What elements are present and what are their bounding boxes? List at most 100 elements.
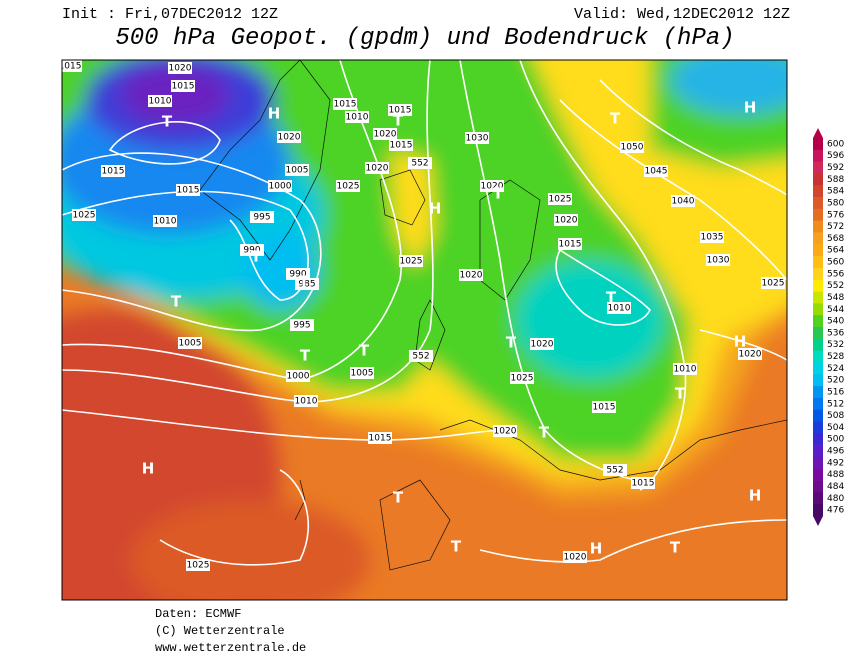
isobar-label: 1020 bbox=[366, 164, 389, 174]
isobar-label-bg bbox=[153, 215, 177, 227]
isobar-label-bg bbox=[558, 238, 582, 250]
isobar-label: 1045 bbox=[645, 167, 668, 177]
colorbar-swatch bbox=[813, 492, 823, 505]
colorbar-label: 484 bbox=[827, 482, 844, 492]
colorbar-swatch bbox=[813, 315, 823, 328]
colorbar-swatch bbox=[813, 303, 823, 316]
isobar-label-bg bbox=[268, 180, 292, 192]
pressure-center: T bbox=[610, 110, 621, 128]
isobar-label: 1025 bbox=[549, 195, 572, 205]
colorbar-swatch bbox=[813, 327, 823, 340]
pressure-center: T bbox=[251, 248, 262, 266]
colorbar-label: 532 bbox=[827, 340, 844, 350]
isobars bbox=[62, 60, 787, 566]
isobar-label-bg bbox=[389, 139, 413, 151]
isobar-label-bg bbox=[761, 277, 785, 289]
isobar-label: 1015 bbox=[593, 403, 616, 413]
valid-time: Valid: Wed,12DEC2012 12Z bbox=[574, 6, 790, 23]
isobar-label: 1020 bbox=[278, 133, 301, 143]
isobar-label: 1015 bbox=[177, 186, 200, 196]
colorbar-cap bbox=[813, 516, 823, 526]
pressure-center: T bbox=[451, 538, 462, 556]
isobar-label: 1030 bbox=[466, 134, 489, 144]
isobar-label-bg bbox=[286, 370, 310, 382]
pressure-center: T bbox=[393, 112, 404, 130]
colorbar-swatch bbox=[813, 468, 823, 481]
colorbar-label: 520 bbox=[827, 376, 844, 386]
isobar-label: 1015 bbox=[172, 82, 195, 92]
pressure-center: T bbox=[299, 273, 310, 291]
colorbar-swatch bbox=[813, 161, 823, 174]
isobar-label: 1010 bbox=[608, 304, 631, 314]
isobar-label: 1020 bbox=[739, 350, 762, 360]
isobar-label: 1025 bbox=[762, 279, 785, 289]
pressure-center: H bbox=[744, 99, 757, 117]
coastlines bbox=[199, 60, 787, 571]
isobar-label-bg bbox=[277, 131, 301, 143]
pressure-center: T bbox=[606, 289, 617, 307]
colorbar-label: 592 bbox=[827, 163, 844, 173]
isobar-label: 1015 bbox=[102, 167, 125, 177]
colorbar-label: 572 bbox=[827, 222, 844, 232]
isobar-label: 1010 bbox=[346, 113, 369, 123]
isobar-label: 552 bbox=[606, 466, 623, 476]
map-labels: 1015 102010151010101510151025101010051000… bbox=[62, 60, 785, 571]
isobar-label-bg bbox=[240, 244, 264, 256]
isobar-label-bg bbox=[178, 337, 202, 349]
map-frame bbox=[61, 59, 788, 601]
colorbar-swatch bbox=[813, 374, 823, 387]
pressure-center: H bbox=[429, 200, 442, 218]
colorbar-swatch bbox=[813, 362, 823, 375]
isobar-label-bg bbox=[530, 338, 554, 350]
isobar-label: 1025 bbox=[337, 182, 360, 192]
colorbar-label: 580 bbox=[827, 198, 844, 208]
isobar-label-bg bbox=[671, 195, 695, 207]
colorbar-swatch bbox=[813, 456, 823, 470]
pressure-center: H bbox=[590, 540, 603, 558]
colorbar-swatch bbox=[813, 149, 823, 162]
isobar-label-bg bbox=[738, 348, 762, 360]
isobar-label: 1015 bbox=[369, 434, 392, 444]
pressure-center: H bbox=[268, 105, 281, 123]
isobar-label-bg bbox=[368, 432, 392, 444]
isobar-label-bg bbox=[62, 60, 82, 72]
colorbar-label: 548 bbox=[827, 293, 844, 303]
isobar-label-bg bbox=[607, 302, 631, 314]
colorbar-swatch bbox=[813, 386, 823, 399]
colorbar-swatch bbox=[813, 256, 823, 269]
isobar-label-bg bbox=[171, 80, 195, 92]
isobar-label-bg bbox=[592, 401, 616, 413]
isobar-label-bg bbox=[333, 98, 357, 110]
isobar-label-bg bbox=[399, 255, 423, 267]
colorbar-swatch bbox=[813, 197, 823, 210]
isobar-label-bg bbox=[350, 367, 374, 379]
colorbar-swatch bbox=[813, 480, 823, 493]
isobar-label: 1025 bbox=[73, 211, 96, 221]
isobar-label-bg bbox=[409, 350, 433, 362]
isobar-label-bg bbox=[294, 395, 318, 407]
pressure-center: T bbox=[359, 342, 370, 360]
isobar-label: 990 bbox=[243, 246, 260, 256]
isobar-label-bg bbox=[72, 209, 96, 221]
colorbar-label: 488 bbox=[827, 470, 844, 480]
isobar-label-bg bbox=[148, 95, 172, 107]
colorbar-label: 536 bbox=[827, 328, 844, 338]
isobar-label: 1035 bbox=[701, 233, 724, 243]
isobar-label: 1020 bbox=[531, 340, 554, 350]
isobar-label-bg bbox=[563, 551, 587, 563]
isobar-label-bg bbox=[290, 319, 314, 331]
colorbar-label: 588 bbox=[827, 175, 844, 185]
isobar-label-bg bbox=[700, 231, 724, 243]
pressure-center: T bbox=[675, 385, 686, 403]
colorbar-swatch bbox=[813, 291, 823, 304]
pressure-center: T bbox=[300, 347, 311, 365]
colorbar-swatch bbox=[813, 338, 823, 351]
isobar-label: 990 bbox=[289, 270, 306, 280]
isobar-label-bg bbox=[345, 111, 369, 123]
colorbar-label: 584 bbox=[827, 187, 844, 197]
isobar-label-bg bbox=[101, 165, 125, 177]
isobar-label: 1020 bbox=[564, 553, 587, 563]
isobar-label-bg bbox=[603, 464, 627, 476]
isobar-label-bg bbox=[408, 157, 432, 169]
colorbar-swatch bbox=[813, 138, 823, 151]
